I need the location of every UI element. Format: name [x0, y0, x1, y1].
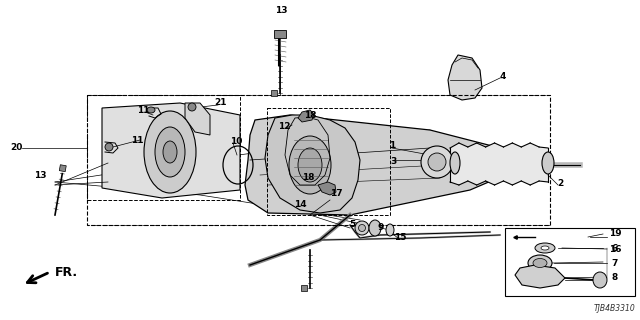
Bar	[267, 108, 390, 215]
Text: 7: 7	[612, 259, 618, 268]
Text: 5: 5	[349, 220, 355, 228]
Bar	[60, 165, 67, 172]
Ellipse shape	[369, 220, 381, 236]
Text: 16: 16	[609, 244, 621, 253]
Bar	[87, 95, 550, 225]
Text: 15: 15	[394, 233, 406, 242]
Bar	[274, 30, 286, 38]
Polygon shape	[450, 143, 548, 185]
Bar	[87, 95, 240, 200]
Text: 4: 4	[500, 71, 506, 81]
Ellipse shape	[386, 224, 394, 236]
Text: 19: 19	[609, 228, 621, 237]
Ellipse shape	[421, 146, 453, 178]
Ellipse shape	[542, 152, 554, 174]
Bar	[271, 90, 277, 96]
Text: 11: 11	[131, 135, 143, 145]
Ellipse shape	[147, 107, 155, 113]
Text: 13: 13	[34, 171, 46, 180]
Text: 20: 20	[10, 142, 22, 151]
Text: 2: 2	[557, 179, 563, 188]
Text: 18: 18	[304, 110, 316, 119]
Ellipse shape	[593, 272, 607, 288]
Ellipse shape	[289, 136, 331, 194]
Ellipse shape	[541, 246, 549, 250]
Ellipse shape	[188, 103, 196, 111]
Polygon shape	[515, 265, 565, 288]
Text: 10: 10	[230, 137, 242, 146]
Polygon shape	[245, 115, 510, 215]
Polygon shape	[448, 55, 482, 100]
Polygon shape	[318, 182, 336, 195]
Text: 12: 12	[278, 122, 291, 131]
Ellipse shape	[105, 143, 113, 151]
Polygon shape	[298, 110, 314, 122]
Ellipse shape	[144, 111, 196, 193]
Text: 8: 8	[612, 274, 618, 283]
Text: FR.: FR.	[55, 266, 78, 278]
Text: TJB4B3310: TJB4B3310	[593, 304, 635, 313]
Polygon shape	[265, 115, 360, 213]
Bar	[301, 285, 307, 291]
Ellipse shape	[533, 259, 547, 268]
Ellipse shape	[163, 141, 177, 163]
Text: 14: 14	[294, 199, 307, 209]
Ellipse shape	[535, 243, 555, 253]
Ellipse shape	[355, 221, 369, 235]
Ellipse shape	[450, 152, 460, 174]
Ellipse shape	[298, 148, 322, 182]
Text: 9: 9	[378, 222, 384, 231]
Text: 11: 11	[137, 106, 149, 115]
Text: 17: 17	[330, 188, 342, 197]
Bar	[505, 228, 635, 296]
Ellipse shape	[428, 153, 446, 171]
Ellipse shape	[528, 255, 552, 271]
Text: 13: 13	[275, 5, 287, 14]
Ellipse shape	[155, 127, 185, 177]
Text: 18: 18	[301, 172, 314, 181]
Ellipse shape	[358, 225, 365, 231]
Text: 6: 6	[612, 244, 618, 252]
Polygon shape	[102, 103, 240, 198]
Polygon shape	[185, 103, 210, 135]
Text: 3: 3	[390, 156, 396, 165]
Text: 1: 1	[389, 140, 395, 149]
Text: 21: 21	[214, 98, 227, 107]
